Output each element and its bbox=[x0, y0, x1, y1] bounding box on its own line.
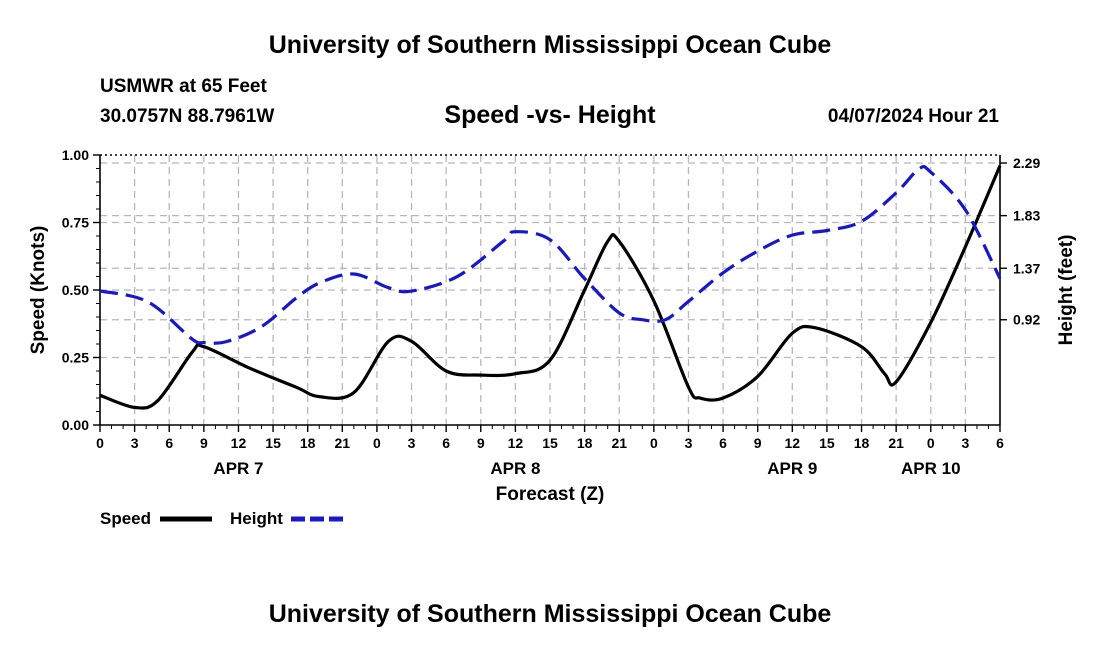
x-tick-label: 15 bbox=[819, 435, 835, 451]
x-tick-label: 3 bbox=[961, 435, 969, 451]
x-tick-label: 9 bbox=[200, 435, 208, 451]
y-axis-title-left: Speed (Knots) bbox=[28, 226, 49, 355]
forecast-datetime: 04/07/2024 Hour 21 bbox=[827, 106, 999, 127]
series-line-height bbox=[99, 164, 1002, 345]
x-tick-label: 0 bbox=[650, 435, 658, 451]
x-tick-label: 15 bbox=[542, 435, 558, 451]
right-tick-label: 0.92 bbox=[1013, 312, 1040, 328]
x-tick-label: 21 bbox=[335, 435, 351, 451]
x-tick-label: 12 bbox=[231, 435, 247, 451]
left-tick-label: 0.50 bbox=[62, 282, 89, 298]
x-tick-label: 21 bbox=[888, 435, 904, 451]
chart-series bbox=[99, 164, 1002, 410]
legend-label-height: Height bbox=[230, 509, 283, 528]
series-line-speed bbox=[99, 165, 1002, 410]
page-title: University of Southern Mississippi Ocean… bbox=[268, 31, 832, 59]
left-tick-label: 0.00 bbox=[62, 417, 89, 433]
left-tick-label: 1.00 bbox=[62, 147, 89, 163]
x-tick-label: 9 bbox=[754, 435, 762, 451]
x-tick-label: 3 bbox=[131, 435, 139, 451]
x-tick-label: 6 bbox=[165, 435, 173, 451]
chart-subtitle: Speed -vs- Height bbox=[444, 101, 656, 129]
y-axis-title-right: Height (feet) bbox=[1056, 235, 1077, 346]
left-tick-label: 0.75 bbox=[62, 215, 89, 231]
x-tick-label: 9 bbox=[477, 435, 485, 451]
day-label: APR 10 bbox=[901, 459, 961, 478]
right-tick-label: 1.83 bbox=[1013, 208, 1040, 224]
chart-legend: Speed Height bbox=[100, 509, 343, 528]
x-tick-label: 0 bbox=[373, 435, 381, 451]
x-tick-label: 15 bbox=[265, 435, 281, 451]
right-tick-label: 1.37 bbox=[1013, 260, 1040, 276]
day-label: APR 8 bbox=[490, 459, 540, 478]
x-tick-label: 3 bbox=[685, 435, 693, 451]
chart-axis-labels: 0.00 0.25 0.50 0.75 1.00 0.92 1.37 1.83 2.29 0 3 6 9… bbox=[28, 147, 1077, 505]
x-tick-label: 6 bbox=[996, 435, 1004, 451]
station-coordinates: 30.0757N 88.7961W bbox=[100, 106, 275, 127]
x-tick-label: 6 bbox=[442, 435, 450, 451]
x-tick-label: 6 bbox=[719, 435, 727, 451]
left-tick-label: 0.25 bbox=[62, 350, 89, 366]
x-tick-label: 12 bbox=[508, 435, 524, 451]
x-tick-label: 21 bbox=[611, 435, 627, 451]
x-tick-label: 0 bbox=[96, 435, 104, 451]
right-tick-label: 2.29 bbox=[1013, 155, 1040, 171]
x-axis-title: Forecast (Z) bbox=[496, 484, 605, 505]
x-tick-label: 18 bbox=[300, 435, 316, 451]
chart-axes bbox=[93, 154, 1007, 432]
x-tick-label: 3 bbox=[408, 435, 416, 451]
footer-title: University of Southern Mississippi Ocean… bbox=[268, 600, 832, 628]
day-label: APR 7 bbox=[213, 459, 263, 478]
speed-height-chart: 0.00 0.25 0.50 0.75 1.00 0.92 1.37 1.83 2.29 0 3 6 9… bbox=[28, 147, 1077, 528]
x-tick-label: 12 bbox=[785, 435, 801, 451]
legend-label-speed: Speed bbox=[100, 509, 151, 528]
station-label: USMWR at 65 Feet bbox=[100, 76, 267, 97]
x-tick-label: 18 bbox=[854, 435, 870, 451]
x-tick-label: 0 bbox=[927, 435, 935, 451]
x-tick-label: 18 bbox=[577, 435, 593, 451]
chart-grid bbox=[100, 155, 1000, 425]
day-label: APR 9 bbox=[767, 459, 817, 478]
